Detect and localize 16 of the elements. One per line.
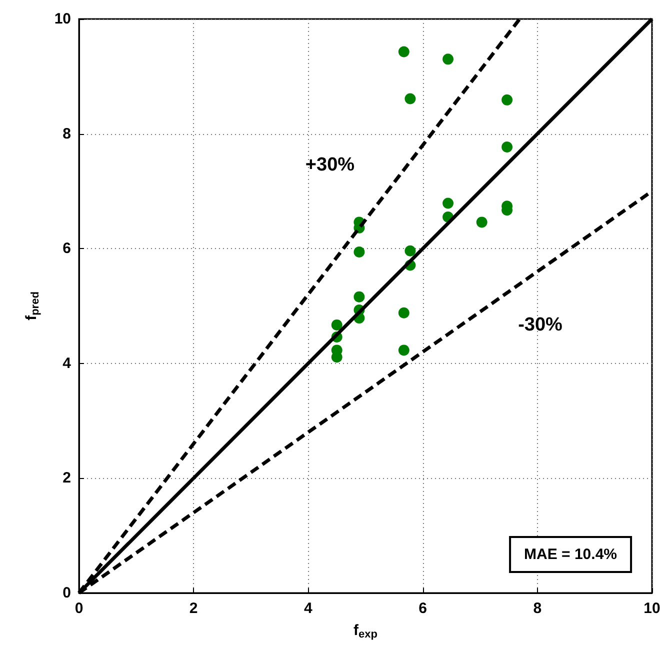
annotation: MAE = 10.4% <box>524 546 618 563</box>
y-axis-title: fpred <box>23 292 42 320</box>
y-tick-label: 8 <box>62 125 71 142</box>
y-tick-label: 6 <box>62 240 71 258</box>
y-tick-label: 10 <box>54 10 71 28</box>
x-tick-label: 8 <box>533 600 542 617</box>
y-tick-label: 2 <box>62 470 71 487</box>
y-tick-label: 0 <box>62 584 71 602</box>
annotation: +30% <box>305 154 355 176</box>
x-tick-label: 6 <box>418 600 427 617</box>
x-tick-label: 4 <box>304 600 314 617</box>
y-tick-label: 4 <box>62 354 72 372</box>
x-tick-label: 0 <box>74 600 84 617</box>
annotation: -30% <box>518 314 563 336</box>
x-tick-label: 10 <box>644 600 660 617</box>
x-tick-label: 2 <box>189 600 198 617</box>
